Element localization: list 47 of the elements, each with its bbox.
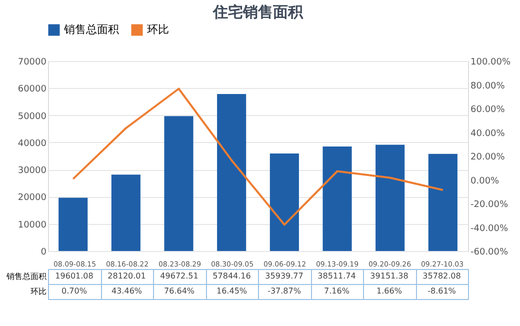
y2-tick-label: -60.00%	[470, 248, 509, 258]
y-tick-label: 70000	[18, 58, 47, 68]
data-label: -37.87%	[268, 286, 302, 296]
data-label: 19601.08	[55, 272, 94, 280]
data-label: -8.61%	[428, 286, 456, 296]
y-tick-label: 40000	[18, 138, 47, 149]
data-label: 49672.51	[160, 272, 198, 280]
data-label: 35782.08	[422, 272, 461, 280]
y2-tick-label: 80.00%	[470, 81, 506, 92]
data-label: 57844.16	[212, 272, 251, 280]
y2-tick-label: -40.00%	[470, 224, 509, 234]
y2-tick-label: 20.00%	[470, 152, 506, 162]
bar	[376, 144, 405, 251]
bar	[322, 146, 352, 251]
data-label: 76.64%	[164, 286, 195, 296]
data-label: 28120.01	[108, 272, 146, 280]
y2-tick-label: 40.00%	[470, 128, 506, 139]
legend-label: 销售总面积	[63, 23, 119, 36]
bar	[270, 153, 299, 251]
data-label: 0.70%	[62, 286, 88, 296]
bar	[217, 94, 246, 251]
y2-tick-label: 60.00%	[470, 105, 506, 115]
y2-tick-label: 100.00%	[470, 58, 511, 68]
data-label: 39151.38	[370, 272, 408, 280]
data-label: 43.46%	[111, 286, 142, 296]
y-tick-label: 0	[40, 248, 47, 258]
y2-tick-label: 0.00%	[470, 176, 500, 186]
bar	[428, 154, 458, 251]
bar	[58, 198, 88, 251]
y-tick-label: 60000	[18, 84, 47, 95]
text: 销售总面积	[6, 272, 46, 281]
bar	[164, 116, 194, 251]
data-label: 7.16%	[324, 286, 350, 296]
chart-title: 住宅销售面积	[212, 3, 304, 21]
data-label: 1.66%	[376, 286, 402, 296]
y2-tick-label: -20.00%	[470, 200, 509, 210]
data-label: 16.45%	[216, 286, 248, 296]
y-tick-label: 30000	[18, 166, 47, 176]
y-tick-label: 10000	[18, 220, 47, 230]
bar	[111, 174, 140, 251]
data-label: 35939.77	[265, 272, 304, 280]
legend-label: 环比	[147, 23, 169, 36]
line-series	[72, 88, 444, 226]
y-tick-label: 50000	[18, 112, 47, 122]
data-label: 38511.74	[318, 272, 356, 280]
text: 环比	[30, 287, 46, 296]
y-tick-label: 20000	[18, 193, 47, 204]
